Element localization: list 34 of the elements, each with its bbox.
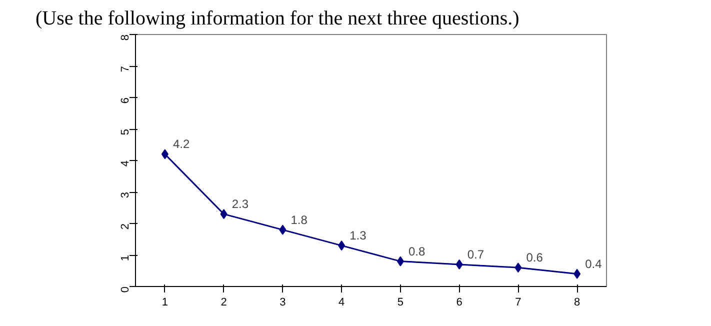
point [161, 149, 168, 160]
x-tick-label: 4 [338, 296, 345, 308]
x-tick-label: 7 [515, 296, 522, 308]
y-tick-label: 3 [120, 192, 132, 198]
point [279, 224, 286, 235]
data-label: 0.6 [526, 250, 544, 265]
x-tick-label: 5 [397, 296, 404, 308]
y-tick-label: 6 [120, 97, 132, 104]
x-tick-label: 3 [280, 296, 286, 308]
data-label: 4.2 [172, 137, 190, 152]
y-tick-label: 7 [120, 66, 132, 72]
x-tick-label: 2 [220, 296, 227, 308]
y-tick-label: 1 [120, 254, 132, 262]
point [574, 268, 581, 279]
point [338, 240, 346, 251]
data-label: 0.7 [467, 247, 484, 262]
y-tick-label: 2 [120, 223, 132, 230]
data-label: 1.8 [290, 212, 308, 227]
data-label: 2.3 [232, 197, 249, 212]
y-tick-label: 0 [120, 286, 132, 293]
x-tick-label: 8 [574, 296, 580, 308]
x-tick-label: 6 [456, 296, 462, 308]
point [220, 209, 228, 220]
x-tick-label: 1 [162, 296, 168, 308]
point [514, 262, 522, 273]
data-label: 1.3 [350, 228, 367, 243]
point [456, 259, 463, 270]
point [396, 256, 404, 266]
y-tick-label: 5 [120, 128, 132, 136]
data-label: 0.4 [585, 256, 602, 271]
y-tick-label: 8 [120, 34, 132, 41]
y-tick-label: 4 [120, 160, 132, 167]
data-label: 0.8 [408, 244, 426, 258]
chart-title: (Use the following information for the next three questions.) [36, 8, 520, 30]
